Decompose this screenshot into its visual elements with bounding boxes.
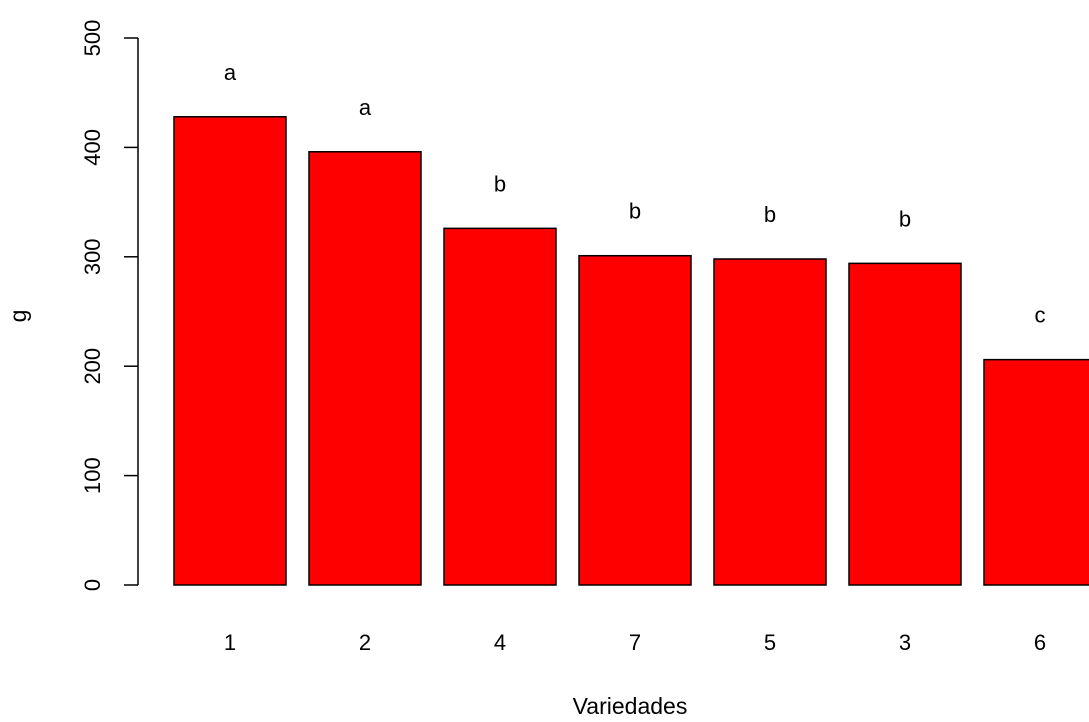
bar: [848, 262, 962, 586]
x-tick-label: 7: [629, 630, 641, 655]
x-axis-title: Variedades: [573, 693, 688, 719]
x-tick-labels: 1 2 4 7 5 3 6: [224, 630, 1046, 655]
group-letters: a a b b b b c: [224, 60, 1046, 328]
bars: [173, 116, 1089, 586]
x-tick-label: 1: [224, 630, 236, 655]
group-letter-label: b: [899, 206, 911, 231]
x-tick-label: 6: [1034, 630, 1046, 655]
group-letter-label: b: [629, 199, 641, 224]
bar: [443, 227, 557, 586]
y-tick-label: 400: [80, 129, 105, 166]
y-tick-label: 300: [80, 238, 105, 275]
group-letter-label: b: [494, 171, 506, 196]
group-letter-label: a: [224, 60, 237, 85]
bar: [173, 116, 287, 586]
x-tick-label: 5: [764, 630, 776, 655]
group-letter-label: a: [359, 95, 372, 120]
group-letter-label: b: [764, 202, 776, 227]
bar: [983, 358, 1089, 586]
x-tick-label: 2: [359, 630, 371, 655]
y-tick-label: 500: [80, 20, 105, 57]
y-axis: 0 100 200 300 400 500: [80, 20, 139, 591]
y-tick-label: 100: [80, 457, 105, 494]
y-tick-label: 200: [80, 348, 105, 385]
x-tick-label: 4: [494, 630, 506, 655]
group-letter-label: c: [1035, 303, 1046, 328]
bar: [713, 258, 827, 586]
x-tick-label: 3: [899, 630, 911, 655]
bar: [308, 151, 422, 586]
y-tick-label: 0: [80, 579, 105, 591]
y-axis-title: g: [5, 310, 31, 323]
bar: [578, 254, 692, 586]
